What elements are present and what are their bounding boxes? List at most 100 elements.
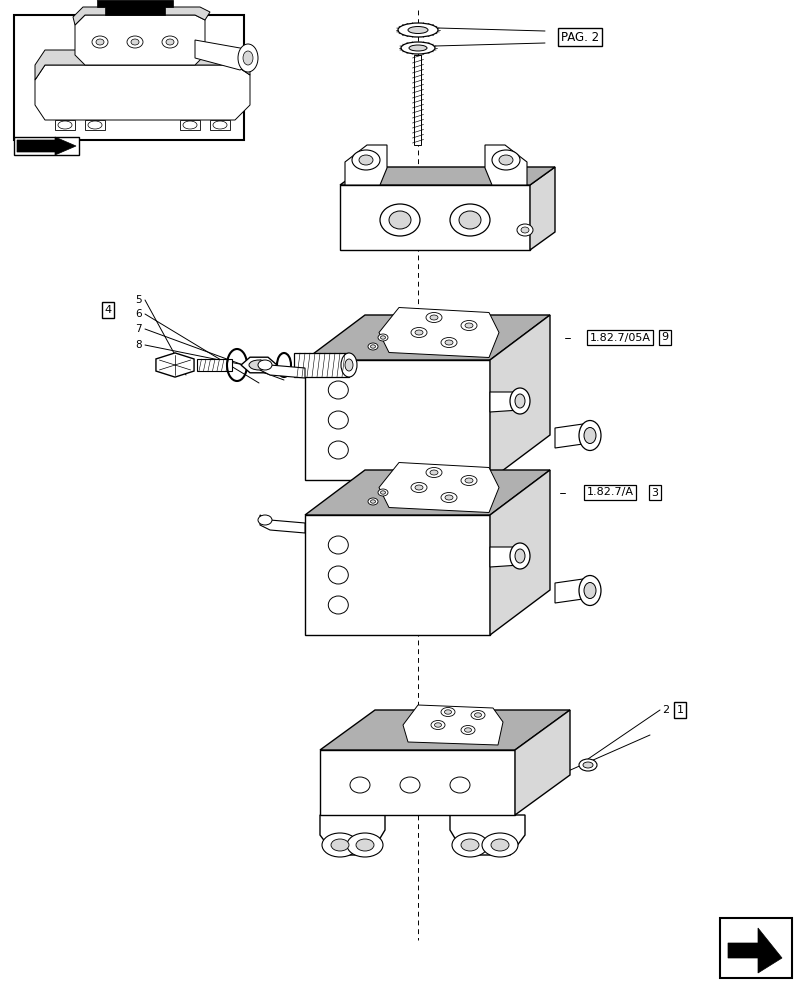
Ellipse shape bbox=[578, 759, 596, 771]
Polygon shape bbox=[554, 423, 590, 448]
Ellipse shape bbox=[388, 211, 410, 229]
Text: 6: 6 bbox=[135, 309, 141, 319]
Polygon shape bbox=[554, 578, 590, 603]
Ellipse shape bbox=[465, 323, 473, 328]
Ellipse shape bbox=[367, 498, 378, 505]
Ellipse shape bbox=[96, 39, 104, 45]
Ellipse shape bbox=[414, 485, 423, 490]
Polygon shape bbox=[75, 15, 204, 65]
Ellipse shape bbox=[401, 42, 435, 54]
Ellipse shape bbox=[449, 204, 489, 236]
Ellipse shape bbox=[346, 833, 383, 857]
Ellipse shape bbox=[58, 121, 72, 129]
Ellipse shape bbox=[470, 710, 484, 719]
Bar bbox=[719, 918, 791, 978]
Polygon shape bbox=[320, 710, 569, 750]
Ellipse shape bbox=[461, 476, 476, 486]
Polygon shape bbox=[305, 515, 489, 635]
Polygon shape bbox=[320, 815, 384, 855]
Ellipse shape bbox=[458, 211, 480, 229]
Text: 1.82.7/05A: 1.82.7/05A bbox=[589, 332, 650, 342]
Ellipse shape bbox=[370, 345, 375, 348]
Polygon shape bbox=[305, 315, 549, 360]
Polygon shape bbox=[97, 0, 173, 15]
Polygon shape bbox=[489, 470, 549, 635]
Polygon shape bbox=[379, 462, 499, 512]
Ellipse shape bbox=[341, 353, 357, 377]
Ellipse shape bbox=[449, 777, 470, 793]
Polygon shape bbox=[489, 392, 519, 412]
Bar bbox=[14, 15, 243, 140]
Polygon shape bbox=[210, 120, 230, 130]
Ellipse shape bbox=[328, 381, 348, 399]
Ellipse shape bbox=[482, 833, 517, 857]
Ellipse shape bbox=[162, 36, 178, 48]
Text: 8: 8 bbox=[135, 340, 141, 350]
Polygon shape bbox=[180, 120, 200, 130]
Ellipse shape bbox=[410, 328, 427, 338]
Polygon shape bbox=[260, 360, 305, 378]
Polygon shape bbox=[340, 185, 530, 250]
Polygon shape bbox=[55, 120, 75, 130]
Ellipse shape bbox=[380, 336, 385, 339]
Polygon shape bbox=[17, 137, 76, 155]
Ellipse shape bbox=[410, 483, 427, 492]
Polygon shape bbox=[727, 928, 781, 973]
Ellipse shape bbox=[430, 470, 437, 475]
Ellipse shape bbox=[249, 360, 268, 370]
Polygon shape bbox=[195, 40, 250, 70]
Text: 1.82.7/A: 1.82.7/A bbox=[586, 488, 633, 497]
Ellipse shape bbox=[92, 36, 108, 48]
Ellipse shape bbox=[444, 340, 453, 345]
Polygon shape bbox=[294, 353, 349, 377]
Polygon shape bbox=[85, 120, 105, 130]
Ellipse shape bbox=[440, 338, 457, 348]
Ellipse shape bbox=[212, 121, 227, 129]
Ellipse shape bbox=[258, 360, 272, 370]
Ellipse shape bbox=[514, 549, 525, 563]
Ellipse shape bbox=[444, 710, 451, 714]
Ellipse shape bbox=[434, 723, 441, 727]
Polygon shape bbox=[35, 50, 250, 80]
Polygon shape bbox=[305, 470, 549, 515]
Polygon shape bbox=[484, 145, 526, 185]
Polygon shape bbox=[156, 353, 194, 377]
Text: PAG. 2: PAG. 2 bbox=[560, 31, 599, 44]
Text: 1: 1 bbox=[676, 705, 683, 715]
Ellipse shape bbox=[509, 543, 530, 569]
Ellipse shape bbox=[345, 359, 353, 371]
Polygon shape bbox=[449, 815, 525, 855]
Ellipse shape bbox=[380, 491, 385, 494]
Ellipse shape bbox=[583, 582, 595, 598]
Text: 9: 9 bbox=[661, 332, 667, 342]
Ellipse shape bbox=[583, 428, 595, 444]
Ellipse shape bbox=[409, 45, 427, 51]
Ellipse shape bbox=[521, 227, 528, 233]
Ellipse shape bbox=[367, 343, 378, 350]
Ellipse shape bbox=[582, 762, 592, 768]
Ellipse shape bbox=[444, 495, 453, 500]
Ellipse shape bbox=[378, 334, 388, 341]
Polygon shape bbox=[489, 547, 519, 567]
Ellipse shape bbox=[355, 839, 374, 851]
Ellipse shape bbox=[238, 44, 258, 72]
Ellipse shape bbox=[517, 224, 532, 236]
Ellipse shape bbox=[88, 121, 102, 129]
Ellipse shape bbox=[328, 441, 348, 459]
Ellipse shape bbox=[400, 777, 419, 793]
Ellipse shape bbox=[578, 420, 600, 450]
Ellipse shape bbox=[350, 777, 370, 793]
Ellipse shape bbox=[426, 468, 441, 478]
Ellipse shape bbox=[491, 839, 508, 851]
Polygon shape bbox=[35, 65, 250, 120]
Ellipse shape bbox=[452, 833, 487, 857]
Ellipse shape bbox=[407, 27, 427, 34]
Polygon shape bbox=[320, 750, 514, 815]
Polygon shape bbox=[379, 308, 499, 358]
Ellipse shape bbox=[499, 155, 513, 165]
Polygon shape bbox=[530, 167, 554, 250]
Ellipse shape bbox=[328, 411, 348, 429]
Bar bbox=[414, 55, 421, 145]
Ellipse shape bbox=[465, 478, 473, 483]
Ellipse shape bbox=[258, 515, 272, 525]
